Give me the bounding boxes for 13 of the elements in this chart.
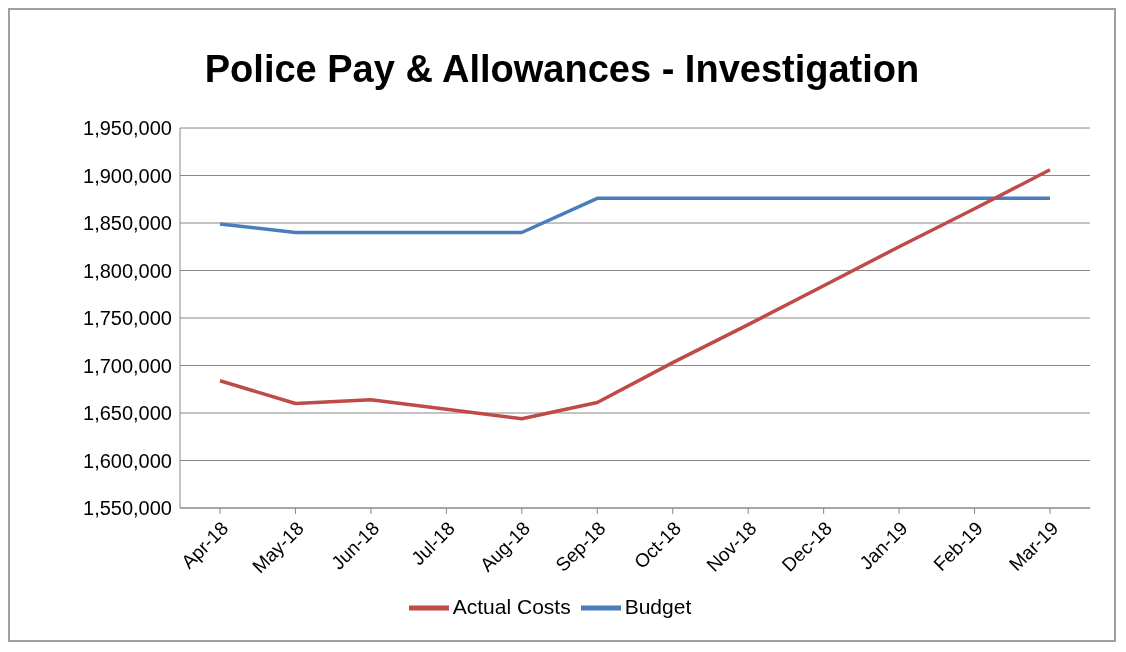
line-series: [218, 168, 1052, 421]
legend-label: Budget: [624, 594, 692, 618]
y-tick-label: 1,600,000: [83, 449, 172, 472]
y-tick-label: 1,550,000: [83, 497, 172, 520]
legend-label: Actual Costs: [452, 594, 571, 618]
y-tick-label: 1,650,000: [83, 402, 172, 425]
y-tick-label: 1,950,000: [83, 117, 172, 140]
chart-title: Police Pay & Allowances - Investigation: [203, 48, 921, 92]
y-tick-label: 1,850,000: [83, 212, 172, 235]
y-tick-label: 1,900,000: [83, 164, 172, 187]
y-tick-label: 1,750,000: [83, 307, 172, 330]
y-tick-label: 1,700,000: [83, 354, 172, 377]
y-tick-label: 1,800,000: [83, 259, 172, 282]
